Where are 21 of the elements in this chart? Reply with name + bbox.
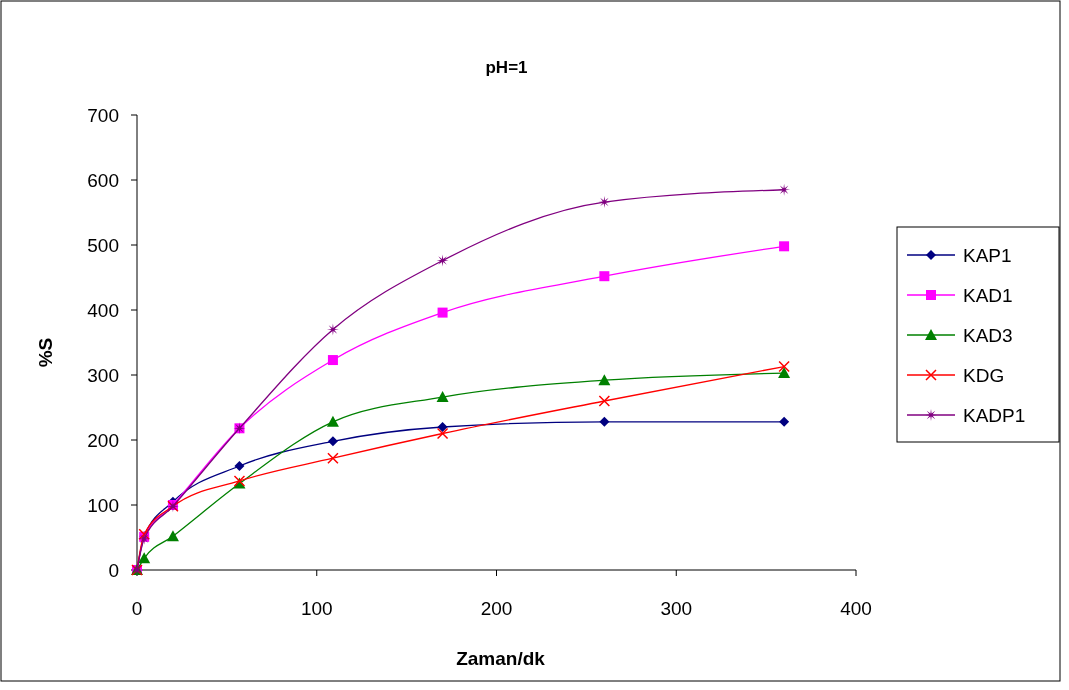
y-tick-label: 0 <box>108 560 119 581</box>
y-tick-label: 500 <box>87 235 119 256</box>
y-tick-label: 200 <box>87 430 119 451</box>
x-tick-label: 400 <box>840 598 872 619</box>
legend-label: KAP1 <box>963 245 1012 266</box>
x-tick-label: 100 <box>300 598 333 619</box>
legend-label: KDG <box>963 365 1005 386</box>
y-tick-label: 300 <box>87 365 119 386</box>
x-tick-label: 300 <box>660 598 693 619</box>
y-tick-label: 700 <box>87 105 119 126</box>
legend-label: KAD3 <box>963 325 1013 346</box>
y-tick-label: 100 <box>87 495 119 516</box>
x-tick-label: 0 <box>131 598 143 619</box>
y-tick-label: 600 <box>87 170 119 191</box>
legend-label: KADP1 <box>963 405 1026 426</box>
x-axis-title: Zaman/dk <box>456 648 546 669</box>
legend-label: KAD1 <box>963 285 1013 306</box>
y-axis-title: %S <box>35 337 56 368</box>
y-tick-label: 400 <box>87 300 119 321</box>
chart-title: pH=1 <box>485 58 528 77</box>
x-tick-label: 200 <box>480 598 513 619</box>
